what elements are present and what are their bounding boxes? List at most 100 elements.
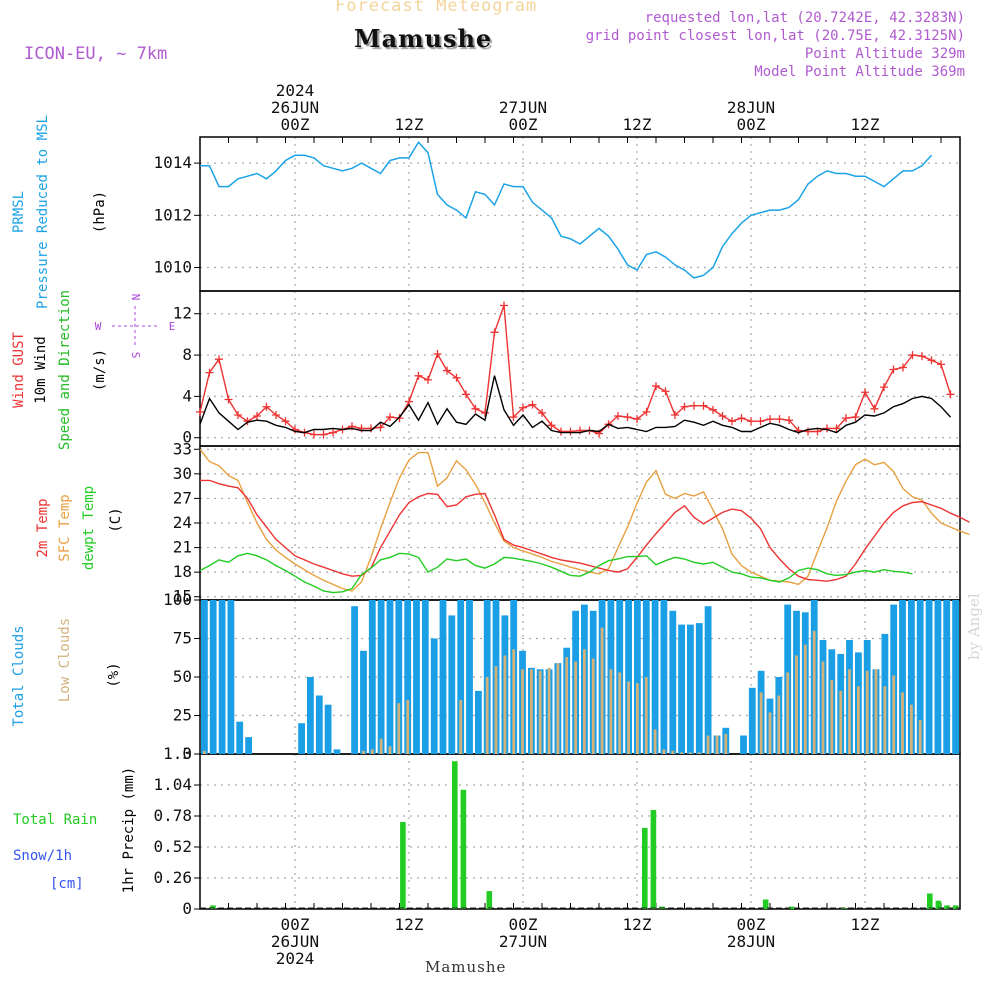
gust-marker <box>823 424 831 433</box>
ylabel-direction: Speed and Direction <box>57 290 73 450</box>
time-label-top: 00Z <box>509 115 538 134</box>
compass-e: E <box>169 320 176 333</box>
gust-marker <box>319 430 328 439</box>
compass-n: N <box>129 294 142 301</box>
y-tick-label: 8 <box>182 345 192 364</box>
gust-marker <box>728 417 736 426</box>
low-cloud-bar <box>892 675 896 754</box>
gust-marker <box>832 424 841 433</box>
low-cloud-bar <box>609 669 613 754</box>
total-cloud-bar <box>351 606 358 754</box>
time-label-top: 12Z <box>851 115 880 134</box>
total-cloud-bar <box>651 600 659 754</box>
label-snow: Snow/1h <box>13 848 72 864</box>
gust-marker <box>633 415 641 424</box>
y-tick-label: 0 <box>182 744 192 763</box>
gust-marker <box>538 408 546 417</box>
low-cloud-bar <box>627 681 630 754</box>
time-label-bottom: 12Z <box>395 915 424 934</box>
series-wind-gust <box>199 305 952 436</box>
total-cloud-bar <box>475 690 482 754</box>
low-cloud-bar <box>485 677 489 754</box>
low-cloud-bar <box>388 746 392 754</box>
low-cloud-bar <box>494 666 498 754</box>
gust-marker <box>680 402 689 411</box>
y-tick-label: 100 <box>163 590 192 609</box>
y-tick-label: 0 <box>182 428 192 447</box>
y-tick-label: 75 <box>173 629 192 648</box>
low-cloud-bar <box>503 655 507 754</box>
y-tick-label: 33 <box>173 439 192 458</box>
gust-marker <box>946 390 955 399</box>
total-cloud-bar <box>908 600 915 754</box>
total-cloud-bar <box>899 600 906 754</box>
time-label-top: 12Z <box>395 115 424 134</box>
gust-marker <box>234 411 242 419</box>
low-cloud-bar <box>768 712 772 754</box>
total-cloud-bar <box>421 600 429 754</box>
gust-marker <box>908 351 917 360</box>
gust-marker <box>215 355 223 364</box>
time-label-bottom: 28JUN <box>727 932 775 951</box>
chart-supertitle: Forecast Meteogram <box>335 0 538 16</box>
time-label-top: 28JUN <box>727 98 775 117</box>
gust-marker <box>652 382 660 391</box>
low-cloud-bar <box>379 738 383 754</box>
low-cloud-bar <box>636 683 639 754</box>
series-prmsl <box>200 140 933 279</box>
low-cloud-bar <box>918 720 922 754</box>
point-altitude: Point Altitude 329m <box>804 46 965 62</box>
rain-bar <box>400 822 406 909</box>
low-cloud-bar <box>777 695 781 754</box>
total-cloud-bar <box>324 704 332 754</box>
ylabel-percent: (%) <box>106 662 122 687</box>
label-total-rain: Total Rain <box>13 812 97 828</box>
gust-marker <box>927 356 936 365</box>
time-label-bottom: 00Z <box>281 915 310 934</box>
low-cloud-bar <box>574 661 577 754</box>
ylabel-2m-temp: 2m Temp <box>35 498 51 557</box>
total-cloud-bar <box>404 600 412 754</box>
total-cloud-bar <box>943 600 951 754</box>
low-cloud-bar <box>662 749 666 754</box>
total-cloud-bar <box>740 735 747 754</box>
gust-marker <box>500 301 508 310</box>
total-cloud-bar <box>315 695 323 754</box>
total-cloud-bar <box>634 600 641 754</box>
gust-marker <box>443 366 451 375</box>
low-cloud-bar <box>839 690 843 754</box>
time-label-top: 2024 <box>276 81 315 100</box>
time-label-top: 12Z <box>623 115 652 134</box>
y-tick-label: 0.52 <box>153 837 192 856</box>
low-cloud-bar <box>556 663 560 754</box>
low-cloud-bar <box>671 750 675 754</box>
rain-bar <box>460 789 467 909</box>
low-cloud-bar <box>591 658 595 754</box>
gust-marker <box>528 400 537 409</box>
low-cloud-bar <box>759 692 763 754</box>
ylabel-hpa: (hPa) <box>92 191 108 233</box>
low-cloud-bar <box>600 627 604 754</box>
y-tick-label: 4 <box>182 386 192 405</box>
total-cloud-bar <box>925 600 933 754</box>
total-cloud-bar <box>307 677 314 754</box>
rain-bar <box>927 893 933 909</box>
ylabel-wind: 10m Wind <box>33 336 49 403</box>
gust-marker <box>272 411 280 419</box>
gust-marker <box>766 415 774 424</box>
gust-marker <box>481 408 489 417</box>
gust-marker <box>861 388 869 397</box>
low-cloud-bar <box>883 686 887 754</box>
y-tick-label: 1.04 <box>153 775 192 794</box>
y-tick-label: 1014 <box>153 153 192 172</box>
low-cloud-bar <box>848 669 851 754</box>
total-cloud-bar <box>704 606 712 754</box>
total-cloud-bar <box>360 650 367 754</box>
gridpoint-coords: grid point closest lon,lat (20.75E, 42.3… <box>585 28 965 44</box>
time-label-bottom: 12Z <box>851 915 880 934</box>
gust-marker <box>224 395 233 404</box>
time-label-bottom: 00Z <box>509 915 538 934</box>
series-sfc-temp <box>199 448 970 592</box>
total-cloud-bar <box>430 638 438 754</box>
low-cloud-bar <box>521 669 524 754</box>
